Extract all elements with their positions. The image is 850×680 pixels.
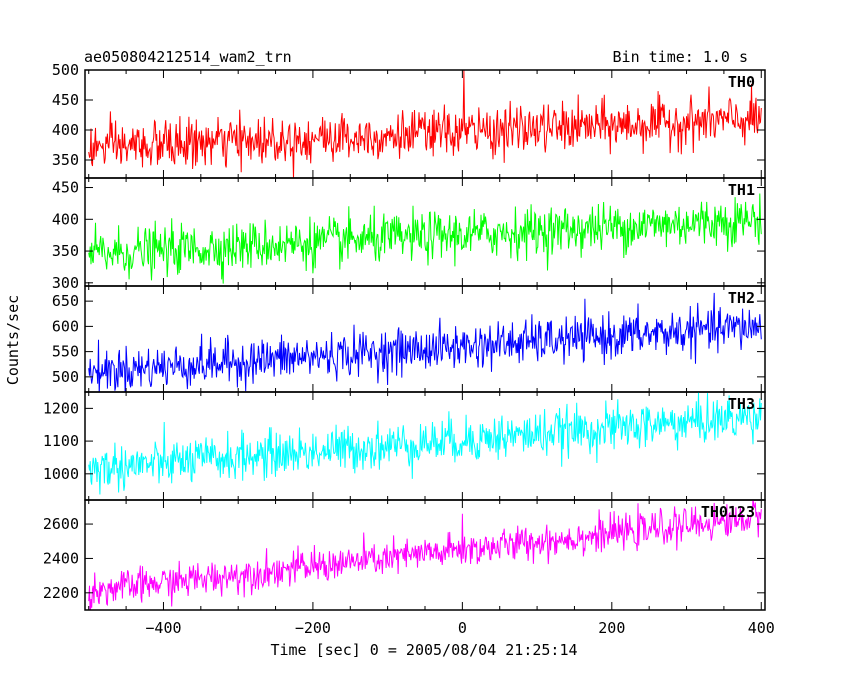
y-tick-label: 1200 <box>43 399 79 417</box>
y-tick-label: 1000 <box>43 465 79 483</box>
x-tick-label: −200 <box>295 619 331 637</box>
y-tick-label: 400 <box>52 210 79 228</box>
y-tick-label: 2200 <box>43 584 79 602</box>
panel-label-th2: TH2 <box>728 289 755 307</box>
series-line-th3 <box>88 392 762 495</box>
x-tick-label: 0 <box>458 619 467 637</box>
chart-title-left: ae050804212514_wam2_trn <box>84 48 292 66</box>
series-line-th2 <box>88 292 762 392</box>
panel-th3: 1000 1100 1200 TH3 <box>43 391 766 501</box>
panels-group: 350 400 450 500 TH0 300 350 400 450 TH1 500 550 600 6… <box>43 61 775 637</box>
y-tick-label: 550 <box>52 343 79 361</box>
y-tick-label: 500 <box>52 368 79 386</box>
y-tick-label: 300 <box>52 274 79 292</box>
x-tick-label: 400 <box>748 619 775 637</box>
y-tick-label: 400 <box>52 121 79 139</box>
y-axis-title: Counts/sec <box>4 295 22 385</box>
y-tick-label: 350 <box>52 242 79 260</box>
y-tick-label: 600 <box>52 317 79 335</box>
x-axis-title: Time [sec] 0 = 2005/08/04 21:25:14 <box>270 641 577 659</box>
y-tick-label: 1100 <box>43 432 79 450</box>
panel-frame <box>84 499 766 611</box>
panel-th2: 500 550 600 650 TH2 <box>52 285 766 393</box>
x-tick-label: −400 <box>145 619 181 637</box>
panel-label-th0: TH0 <box>728 73 755 91</box>
y-tick-label: 2600 <box>43 515 79 533</box>
panel-label-th1: TH1 <box>728 181 755 199</box>
panel-th1: 300 350 400 450 TH1 <box>52 177 766 292</box>
panel-label-th3: TH3 <box>728 395 755 413</box>
chart-title-right: Bin time: 1.0 s <box>613 48 748 66</box>
series-line-th0 <box>88 70 762 178</box>
y-tick-label: 2400 <box>43 549 79 567</box>
y-tick-label: 500 <box>52 61 79 79</box>
x-tick-label: 200 <box>598 619 625 637</box>
panel-th0123: 2200 2400 2600 TH0123 <box>43 499 766 611</box>
y-tick-label: 450 <box>52 179 79 197</box>
series-line-th1 <box>88 193 762 284</box>
panel-label-th0123: TH0123 <box>701 503 755 521</box>
series-line-th0123 <box>88 500 762 610</box>
panel-th0: 350 400 450 500 TH0 <box>52 61 766 179</box>
y-tick-label: 450 <box>52 91 79 109</box>
y-tick-label: 650 <box>52 292 79 310</box>
y-tick-label: 350 <box>52 151 79 169</box>
